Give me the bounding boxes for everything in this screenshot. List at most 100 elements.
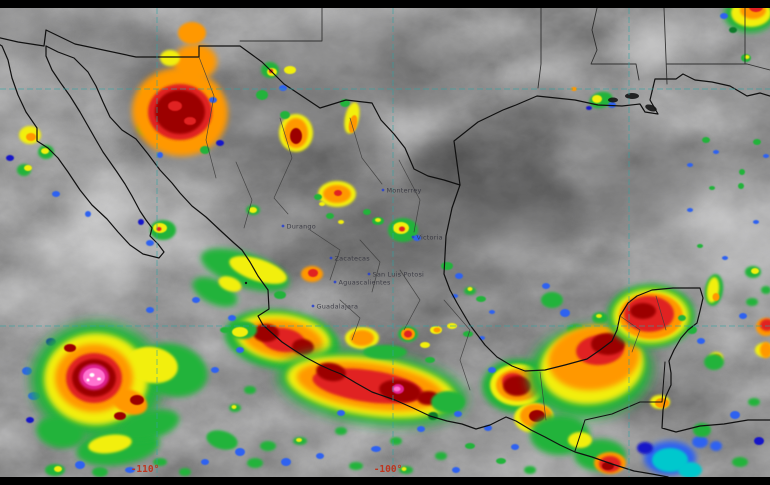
storm-cell <box>730 411 740 419</box>
storm-cell <box>652 448 688 472</box>
storm-cell <box>465 443 475 449</box>
islas-marias-island <box>244 281 248 285</box>
storm-cell <box>168 101 182 111</box>
storm-cell <box>6 155 14 161</box>
storm-cell <box>692 436 708 448</box>
storm-cell <box>431 391 465 413</box>
storm-cell <box>284 66 296 74</box>
storm-cell <box>452 467 460 473</box>
storm-cell <box>413 235 421 241</box>
cloud-patch <box>31 227 139 303</box>
storm-cell <box>220 327 230 333</box>
letterbox-top <box>0 0 770 8</box>
storm-cell <box>738 183 744 189</box>
storm-cell <box>710 441 722 451</box>
storm-cell <box>296 438 302 442</box>
city-label: Victoria <box>417 233 443 241</box>
storm-cell <box>244 386 256 394</box>
storm-cell <box>97 377 101 381</box>
storm-cell <box>503 376 531 396</box>
storm-cell <box>216 140 224 146</box>
storm-cell <box>350 330 374 346</box>
us-mexico-border-and-gulf-coast <box>0 29 770 186</box>
storm-cell <box>247 458 263 468</box>
storm-cell <box>760 342 770 358</box>
storm-cell <box>75 461 85 469</box>
storm-cell <box>125 467 135 473</box>
baja-california-coast <box>0 44 165 259</box>
cloud-patch <box>635 48 675 68</box>
storm-cell <box>697 338 705 344</box>
storm-cell <box>308 269 318 277</box>
cloud-patch <box>360 145 580 285</box>
storm-cell <box>85 211 91 217</box>
cloud-patch <box>506 43 614 81</box>
guatemala-belize-borders <box>574 361 666 452</box>
storm-cell <box>235 448 245 456</box>
storm-cell <box>114 412 126 420</box>
storm-cell <box>560 309 570 317</box>
storm-cell <box>218 276 242 292</box>
city-dot <box>367 272 371 276</box>
storm-cell <box>274 291 286 299</box>
storm-cell <box>463 331 473 337</box>
storm-cell <box>678 462 702 478</box>
storm-cell <box>390 437 402 445</box>
storm-cell <box>704 354 724 370</box>
cloud-patch <box>659 102 741 138</box>
convection-cells <box>6 0 770 478</box>
storm-cell <box>393 386 401 392</box>
storm-cell <box>524 466 536 474</box>
storm-cell <box>92 467 108 477</box>
city-dot <box>311 304 315 308</box>
city-label: Zacatecas <box>335 254 371 262</box>
storm-cell <box>511 444 519 450</box>
storm-cell <box>753 139 761 145</box>
storm-cell <box>52 191 60 197</box>
storm-cell <box>41 148 49 154</box>
storm-cell <box>568 432 592 448</box>
storm-cell <box>571 87 577 91</box>
storm-cell <box>687 163 693 167</box>
storm-cell <box>334 190 342 196</box>
storm-cell <box>231 405 237 409</box>
storm-cell <box>130 395 144 405</box>
longitude-label: -110° <box>131 464 160 475</box>
storm-cell <box>420 342 430 348</box>
storm-cell <box>83 368 105 386</box>
storm-cell <box>404 330 412 338</box>
city-label: Durango <box>287 222 316 230</box>
storm-cell <box>637 442 653 454</box>
storm-cell <box>375 218 381 222</box>
storm-cell <box>292 338 314 356</box>
storm-cell <box>86 378 90 382</box>
city-dot <box>329 256 333 260</box>
storm-cell <box>326 213 334 219</box>
letterbox-bottom <box>0 477 770 485</box>
storm-cell <box>496 458 506 464</box>
city-dot <box>281 224 285 228</box>
storm-cell <box>146 240 154 246</box>
storm-cell <box>739 169 745 175</box>
storm-cell <box>173 44 217 80</box>
storm-cell <box>22 367 32 375</box>
storm-cell <box>280 111 290 119</box>
storm-cell <box>88 434 132 454</box>
storm-cell <box>488 367 496 373</box>
storm-cell <box>206 430 238 450</box>
mexico-state-borders <box>198 56 667 421</box>
storm-cell <box>64 344 76 352</box>
us-state-borders <box>239 7 770 89</box>
storm-cell <box>54 466 62 472</box>
storm-cell <box>178 22 206 44</box>
cloud-patch <box>260 10 500 110</box>
storm-cell <box>454 411 462 417</box>
storm-cell <box>89 373 95 377</box>
storm-cell <box>739 313 747 319</box>
storm-cell <box>335 427 347 435</box>
city-label: Monterrey <box>387 186 422 194</box>
storm-cell <box>338 220 344 224</box>
storm-cell <box>678 315 686 321</box>
